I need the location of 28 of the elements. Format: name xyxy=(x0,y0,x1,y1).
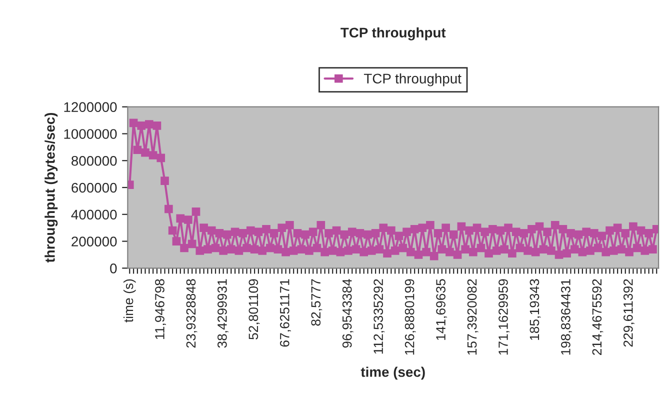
x-tick-label: 141,69635 xyxy=(436,279,448,340)
x-tick-label: 23,9328848 xyxy=(186,279,198,348)
y-tick-label: 200000 xyxy=(72,236,117,246)
x-tick-label: 11,946798 xyxy=(155,279,166,339)
y-tick-label: 1200000 xyxy=(64,102,117,112)
x-tick-label: 112,5335292 xyxy=(374,279,385,354)
chart-title: TCP throughput xyxy=(340,27,446,40)
legend-label: TCP throughput xyxy=(364,73,462,86)
x-axis-title: time (sec) xyxy=(360,366,425,380)
x-tick-label: 96,9543384 xyxy=(342,278,354,348)
y-tick-label: 600000 xyxy=(72,182,117,193)
x-tick-label: 157,3920082 xyxy=(467,279,478,355)
y-tick-label: 1000000 xyxy=(64,129,117,139)
x-tick-label: 171,1629959 xyxy=(498,279,510,355)
y-tick-label: 400000 xyxy=(71,210,117,220)
y-tick-label: 0 xyxy=(110,263,117,274)
x-tick-label: 38,4299931 xyxy=(218,279,228,348)
x-tick-label: 185,19343 xyxy=(530,279,541,340)
x-tick-label: 229,611392 xyxy=(623,279,634,347)
x-tick-label: 52,801109 xyxy=(248,279,260,340)
x-tick-label: 67,6251171 xyxy=(280,279,291,347)
x-tick-label: 82,5777 xyxy=(311,279,322,326)
x-tick-label: 214,4675592 xyxy=(592,279,604,355)
x-tick-label: time (s) xyxy=(123,279,136,322)
y-tick-label: 800000 xyxy=(72,156,117,166)
x-tick-label: 126,8880199 xyxy=(404,279,416,355)
x-tick-label: 198,8364431 xyxy=(561,279,572,355)
y-axis-title: throughput (bytes/sec) xyxy=(44,112,58,263)
